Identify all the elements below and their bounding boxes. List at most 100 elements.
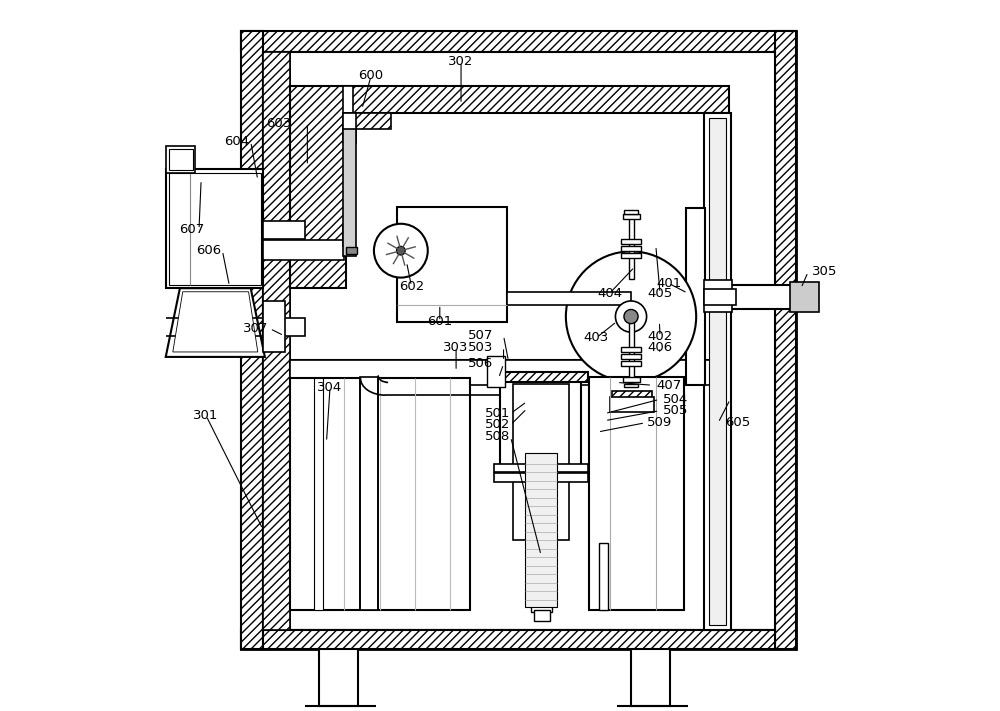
Bar	[621, 239, 641, 244]
Text: 506: 506	[468, 358, 493, 370]
Bar	[731, 284, 798, 309]
Bar	[263, 53, 290, 629]
Bar	[621, 354, 641, 359]
Bar	[531, 604, 552, 612]
Bar	[775, 31, 796, 649]
Text: 603: 603	[266, 117, 292, 129]
Text: 305: 305	[812, 265, 837, 279]
Text: 502: 502	[484, 418, 510, 432]
Bar	[790, 282, 819, 311]
Circle shape	[615, 301, 647, 332]
Bar	[631, 642, 670, 706]
Bar	[343, 86, 729, 113]
Bar	[241, 628, 796, 649]
Bar	[263, 53, 775, 629]
Text: 403: 403	[584, 331, 609, 344]
Bar	[263, 318, 305, 336]
Bar	[346, 247, 357, 255]
Text: 401: 401	[656, 277, 681, 290]
Bar	[623, 378, 640, 383]
Text: 508: 508	[485, 430, 510, 444]
Bar	[343, 113, 391, 129]
Bar	[263, 629, 775, 649]
Bar	[263, 301, 285, 352]
Text: 404: 404	[597, 287, 622, 299]
Bar	[704, 289, 736, 304]
Bar	[610, 397, 654, 412]
Bar	[534, 611, 550, 621]
Bar	[525, 452, 557, 607]
Text: 307: 307	[243, 322, 268, 335]
Bar	[166, 169, 263, 288]
Text: 505: 505	[663, 405, 688, 417]
Text: 606: 606	[196, 244, 221, 257]
Bar	[343, 113, 356, 143]
Bar	[263, 240, 344, 260]
Bar	[704, 112, 731, 629]
Bar	[624, 384, 638, 387]
Bar	[343, 86, 353, 113]
Bar	[263, 221, 305, 239]
Bar	[624, 210, 638, 214]
Bar	[494, 473, 588, 481]
Bar	[319, 642, 358, 706]
Text: 402: 402	[647, 330, 673, 343]
Text: 405: 405	[647, 287, 673, 299]
Bar	[169, 149, 193, 170]
Bar	[241, 31, 796, 649]
Text: 504: 504	[663, 393, 688, 406]
Text: 601: 601	[427, 315, 452, 328]
Bar	[290, 86, 346, 288]
Text: 406: 406	[647, 341, 673, 353]
Circle shape	[374, 224, 428, 277]
Text: 507: 507	[467, 329, 493, 342]
Circle shape	[566, 252, 696, 382]
Bar	[241, 31, 263, 649]
Text: 304: 304	[317, 381, 343, 394]
Text: 600: 600	[359, 69, 384, 82]
Bar	[621, 246, 641, 251]
Bar	[290, 378, 470, 611]
Bar	[397, 207, 507, 321]
Bar	[343, 226, 353, 246]
Text: 303: 303	[443, 341, 469, 353]
Polygon shape	[166, 288, 265, 357]
Text: 302: 302	[448, 55, 474, 68]
Text: 301: 301	[193, 410, 219, 422]
Bar	[513, 384, 569, 540]
Bar	[535, 479, 548, 607]
Bar	[360, 377, 378, 611]
Bar	[241, 31, 796, 53]
Text: 604: 604	[224, 135, 249, 148]
Bar	[599, 543, 608, 611]
Bar	[487, 356, 505, 387]
Text: 503: 503	[467, 341, 493, 353]
Bar	[621, 361, 641, 366]
Text: 407: 407	[656, 379, 681, 392]
Bar	[343, 129, 356, 257]
Circle shape	[397, 247, 405, 255]
Bar	[169, 173, 261, 284]
Bar	[314, 378, 323, 611]
Bar	[704, 279, 732, 311]
Bar	[263, 53, 775, 628]
Bar	[621, 347, 641, 352]
Bar	[494, 372, 588, 383]
Circle shape	[624, 309, 638, 324]
Text: 607: 607	[179, 223, 205, 236]
Bar	[686, 208, 705, 385]
Bar	[494, 464, 588, 472]
Bar	[709, 117, 726, 625]
Bar	[612, 391, 652, 402]
Text: 605: 605	[725, 416, 750, 429]
Bar	[629, 319, 634, 383]
Bar	[290, 360, 715, 378]
Bar	[500, 378, 581, 469]
Text: 509: 509	[647, 416, 673, 429]
Bar	[621, 253, 641, 258]
Bar	[623, 214, 640, 219]
Bar	[263, 53, 290, 629]
Bar	[290, 360, 715, 385]
Bar	[166, 146, 195, 173]
Polygon shape	[173, 292, 258, 352]
